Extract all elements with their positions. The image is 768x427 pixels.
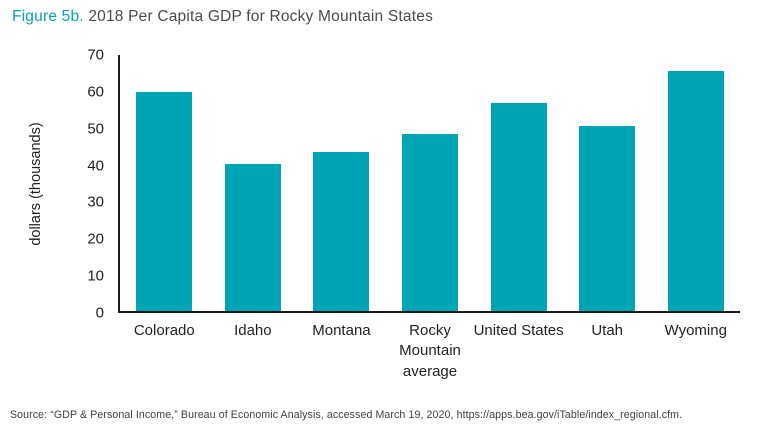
y-axis-ticks: 0 10 20 30 40 50 60 70 <box>68 48 110 321</box>
bar-column: Utah <box>563 55 652 339</box>
y-tick-label: 60 <box>87 83 104 101</box>
bar-column: Wyoming <box>651 55 740 339</box>
y-axis-label: dollars (thousands) <box>28 122 44 246</box>
figure-label: Figure 5b. <box>12 8 84 25</box>
x-tick-label: Montana <box>312 322 371 339</box>
x-tick-label: Rocky Mountain average <box>399 322 461 380</box>
bar-idaho <box>224 163 281 311</box>
bar-column: Colorado <box>120 55 209 339</box>
bar-column: Idaho <box>209 55 298 339</box>
x-tick-label: Colorado <box>133 322 195 339</box>
bar-montana <box>313 151 370 311</box>
y-tick-label: 40 <box>87 157 104 175</box>
bar-column: United States <box>474 55 564 339</box>
source-note: Source: “GDP & Personal Income,” Bureau … <box>10 409 683 421</box>
bar-column: Montana <box>297 55 386 339</box>
y-tick-label: 0 <box>95 304 104 322</box>
figure-title: Figure 5b. 2018 Per Capita GDP for Rocky… <box>12 8 433 26</box>
bar-wyoming <box>667 70 724 311</box>
plot-area: Colorado Idaho Montana Rocky Mountain avera… <box>118 55 740 380</box>
bar-united-states <box>490 102 547 311</box>
bar-column: Rocky Mountain average <box>386 55 475 380</box>
y-tick-label: 10 <box>87 267 104 285</box>
x-tick-label: Wyoming <box>664 322 727 339</box>
figure-title-text: 2018 Per Capita GDP for Rocky Mountain S… <box>88 8 434 25</box>
y-tick-label: 70 <box>87 46 104 64</box>
x-tick-label: United States <box>473 322 564 339</box>
bar-utah <box>579 126 636 311</box>
x-tick-label: Utah <box>591 322 624 339</box>
y-tick-label: 50 <box>87 120 104 138</box>
y-tick-label: 30 <box>87 193 104 211</box>
y-tick-label: 20 <box>87 230 104 248</box>
x-tick-label: Idaho <box>234 322 272 339</box>
bar-colorado <box>136 92 193 311</box>
bar-rocky-mountain-average <box>402 134 459 311</box>
